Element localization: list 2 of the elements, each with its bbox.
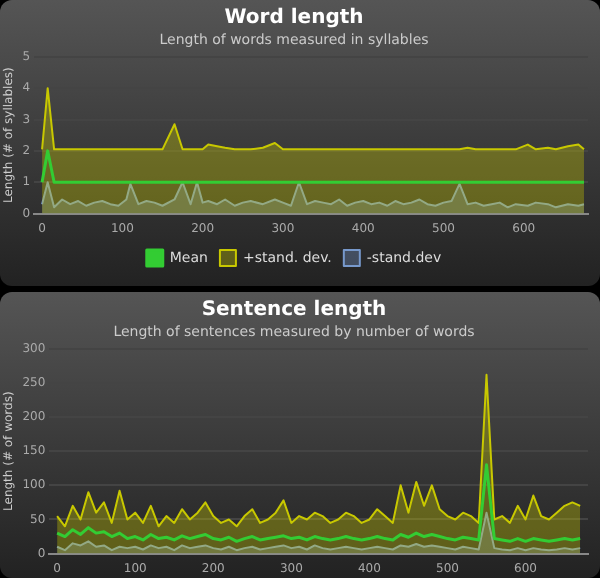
- chart-title: Word length: [224, 7, 364, 30]
- chart-title: Sentence length: [201, 299, 387, 322]
